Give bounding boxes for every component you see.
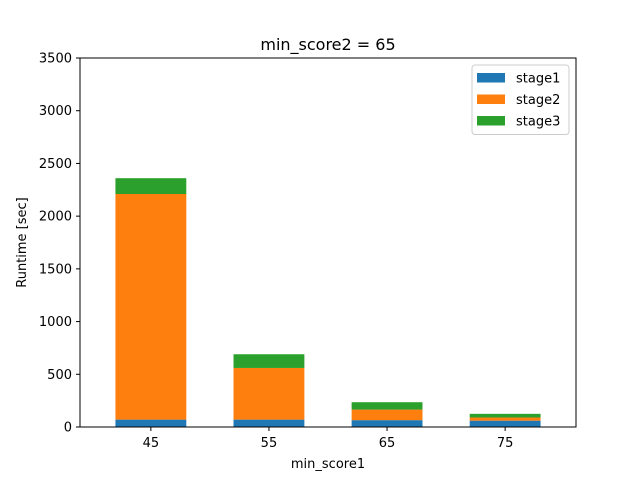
bars-group: [115, 178, 541, 427]
x-tick-label: 75: [497, 436, 514, 451]
bar-stage2-75: [469, 417, 541, 421]
x-axis: 45 55 65 75: [143, 427, 514, 451]
legend-swatch-stage2: [477, 94, 505, 104]
y-tick-label: 0: [64, 421, 72, 436]
legend-swatch-stage1: [477, 73, 505, 83]
legend-label-stage1: stage1: [516, 72, 560, 87]
y-axis: 0 500 1000 1500 2000 2500 3000 3500: [39, 52, 80, 436]
y-tick-label: 3500: [39, 52, 72, 67]
legend-label-stage3: stage3: [516, 115, 560, 130]
x-tick-label: 45: [143, 436, 160, 451]
bar-stage1-55: [233, 419, 305, 427]
bar-stage3-45: [115, 178, 187, 194]
y-tick-label: 1500: [39, 262, 72, 277]
chart-title: min_score2 = 65: [260, 35, 395, 55]
x-tick-label: 55: [261, 436, 278, 451]
legend: stage1 stage2 stage3: [471, 64, 570, 135]
legend-label-stage2: stage2: [516, 93, 560, 108]
y-tick-label: 2000: [39, 210, 72, 225]
bar-stage3-55: [233, 354, 305, 368]
bar-stage3-75: [469, 413, 541, 418]
y-tick-label: 2500: [39, 157, 72, 172]
bar-stage1-45: [115, 419, 187, 427]
x-tick-label: 65: [379, 436, 396, 451]
bar-stage2-65: [351, 409, 423, 421]
bar-stage1-75: [469, 420, 541, 427]
y-tick-label: 500: [47, 368, 72, 383]
legend-swatch-stage3: [477, 116, 505, 126]
y-axis-label: Runtime [sec]: [15, 197, 30, 288]
x-axis-label: min_score1: [291, 457, 365, 472]
bar-stage1-65: [351, 420, 423, 427]
y-tick-label: 1000: [39, 315, 72, 330]
y-tick-label: 3000: [39, 104, 72, 119]
bar-stage2-45: [115, 194, 187, 420]
bar-stage2-55: [233, 367, 305, 420]
bar-stage3-65: [351, 402, 423, 410]
plot-frame: [79, 57, 577, 428]
